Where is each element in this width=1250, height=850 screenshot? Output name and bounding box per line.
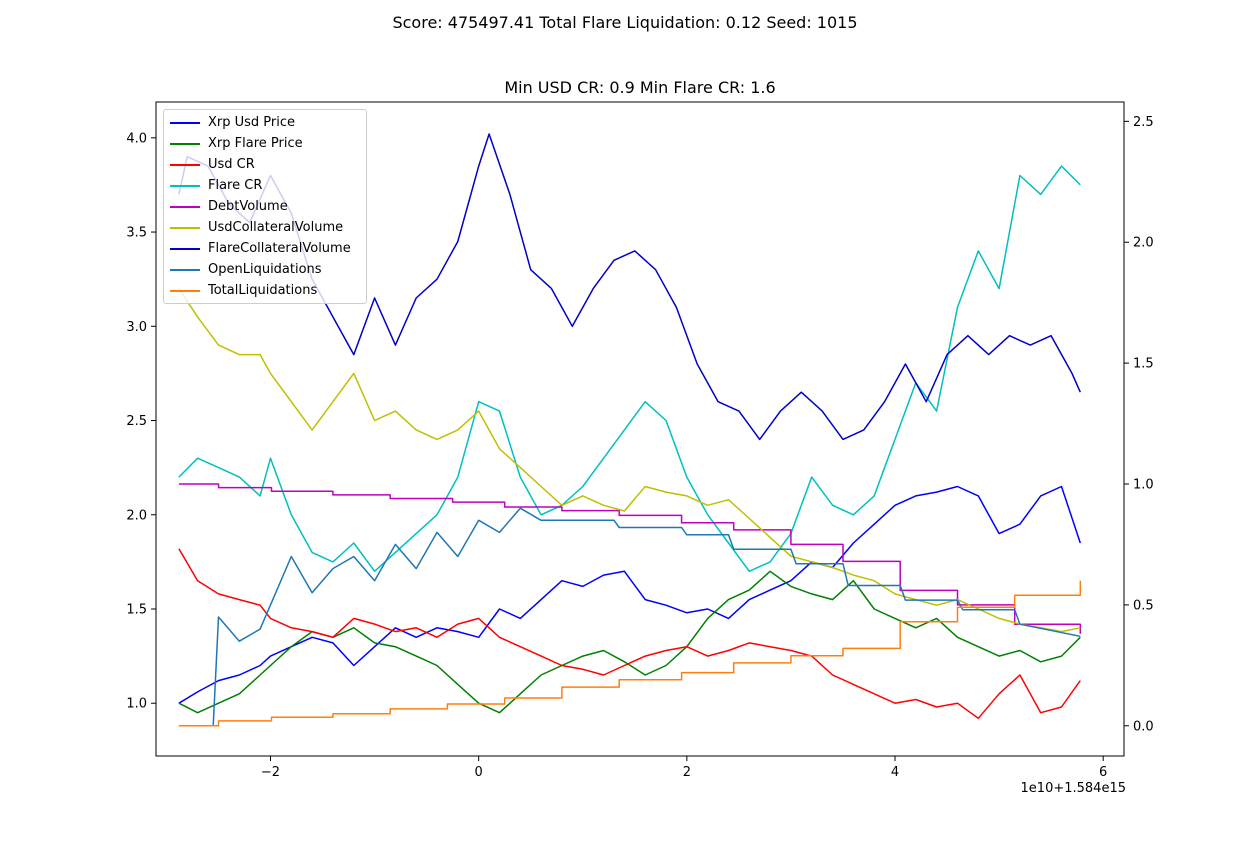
legend-swatch bbox=[170, 164, 200, 166]
series-line-debtvolume bbox=[178, 483, 1082, 634]
legend-entry: Usd CR bbox=[164, 154, 366, 175]
legend-label: Xrp Flare Price bbox=[208, 136, 303, 151]
series-line-xrp-flare-price bbox=[178, 570, 1081, 714]
y-left-tick-label: 1.0 bbox=[126, 697, 147, 712]
legend-label: TotalLiquidations bbox=[208, 283, 318, 298]
legend-entry: TotalLiquidations bbox=[164, 280, 366, 301]
legend: Xrp Usd Price Xrp Flare Price Usd CR Flare … bbox=[163, 109, 367, 304]
y-left-tick-label: 2.0 bbox=[126, 508, 147, 523]
plot-frame bbox=[155, 101, 1125, 757]
figure-suptitle: Score: 475497.41 Total Flare Liquidation… bbox=[392, 13, 858, 32]
x-tick-label: 0 bbox=[475, 765, 483, 780]
legend-swatch bbox=[170, 122, 200, 124]
axes-title: Min USD CR: 0.9 Min Flare CR: 1.6 bbox=[504, 78, 776, 97]
legend-entry: UsdCollateralVolume bbox=[164, 217, 366, 238]
y-right-tick-label: 0.5 bbox=[1133, 598, 1154, 613]
y-right-tick-label: 2.0 bbox=[1133, 236, 1154, 251]
legend-entry: OpenLiquidations bbox=[164, 259, 366, 280]
legend-label: Xrp Usd Price bbox=[208, 115, 296, 130]
legend-label: Flare CR bbox=[208, 178, 263, 193]
legend-entry: Flare CR bbox=[164, 175, 366, 196]
legend-entry: DebtVolume bbox=[164, 196, 366, 217]
y-left-tick-label: 2.5 bbox=[126, 414, 147, 429]
legend-label: FlareCollateralVolume bbox=[208, 241, 351, 256]
legend-entry: FlareCollateralVolume bbox=[164, 238, 366, 259]
y-right-tick-label: 1.0 bbox=[1133, 478, 1154, 493]
y-left-tick-label: 3.0 bbox=[126, 320, 147, 335]
series-line-totalliquidations bbox=[178, 580, 1082, 727]
y-right-tick-label: 1.5 bbox=[1133, 357, 1154, 372]
legend-entry: Xrp Flare Price bbox=[164, 133, 366, 154]
legend-swatch bbox=[170, 269, 200, 271]
x-tick-label: 2 bbox=[683, 765, 691, 780]
legend-swatch bbox=[170, 290, 200, 292]
y-right-tick-label: 0.0 bbox=[1133, 719, 1154, 734]
series-line-flare-cr bbox=[178, 165, 1081, 573]
legend-label: DebtVolume bbox=[208, 199, 288, 214]
x-tick-label: −2 bbox=[261, 765, 280, 780]
y-left-tick-label: 4.0 bbox=[126, 131, 147, 146]
legend-swatch bbox=[170, 206, 200, 208]
legend-label: UsdCollateralVolume bbox=[208, 220, 344, 235]
legend-label: Usd CR bbox=[208, 157, 255, 172]
legend-label: OpenLiquidations bbox=[208, 262, 322, 277]
series-line-openliquidations bbox=[178, 507, 1081, 727]
x-axis-offset-label: 1e10+1.584e15 bbox=[1020, 781, 1126, 796]
legend-entry: Xrp Usd Price bbox=[164, 112, 366, 133]
x-tick-label: 4 bbox=[891, 765, 899, 780]
series-line-usdcollateralvolume bbox=[178, 288, 1081, 633]
y-right-tick-label: 2.5 bbox=[1133, 115, 1154, 130]
legend-swatch bbox=[170, 185, 200, 187]
y-left-tick-label: 3.5 bbox=[126, 226, 147, 241]
series-line-usd-cr bbox=[178, 548, 1081, 720]
legend-swatch bbox=[170, 227, 200, 229]
y-left-tick-label: 1.5 bbox=[126, 602, 147, 617]
legend-swatch bbox=[170, 143, 200, 145]
x-tick-label: 6 bbox=[1099, 765, 1107, 780]
legend-swatch bbox=[170, 248, 200, 250]
series-line-xrp-usd-price bbox=[178, 485, 1082, 704]
